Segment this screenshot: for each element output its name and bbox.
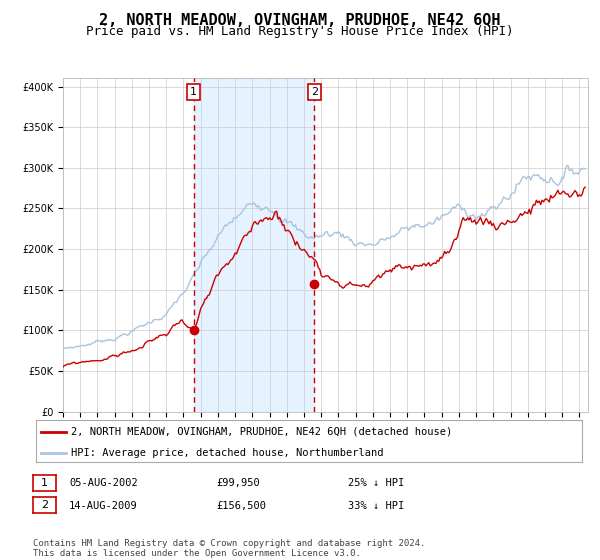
Text: 1: 1 <box>190 87 197 97</box>
Text: 2, NORTH MEADOW, OVINGHAM, PRUDHOE, NE42 6QH (detached house): 2, NORTH MEADOW, OVINGHAM, PRUDHOE, NE42… <box>71 427 453 437</box>
Text: Price paid vs. HM Land Registry's House Price Index (HPI): Price paid vs. HM Land Registry's House … <box>86 25 514 38</box>
Text: 2: 2 <box>311 87 318 97</box>
Text: Contains HM Land Registry data © Crown copyright and database right 2024.
This d: Contains HM Land Registry data © Crown c… <box>33 539 425 558</box>
Text: £156,500: £156,500 <box>216 501 266 511</box>
Text: £99,950: £99,950 <box>216 478 260 488</box>
Text: 2, NORTH MEADOW, OVINGHAM, PRUDHOE, NE42 6QH: 2, NORTH MEADOW, OVINGHAM, PRUDHOE, NE42… <box>99 13 501 28</box>
Text: 33% ↓ HPI: 33% ↓ HPI <box>348 501 404 511</box>
Text: HPI: Average price, detached house, Northumberland: HPI: Average price, detached house, Nort… <box>71 448 384 458</box>
Text: 05-AUG-2002: 05-AUG-2002 <box>69 478 138 488</box>
Text: 25% ↓ HPI: 25% ↓ HPI <box>348 478 404 488</box>
Bar <box>194 78 314 412</box>
Text: 2: 2 <box>41 500 48 510</box>
Text: 14-AUG-2009: 14-AUG-2009 <box>69 501 138 511</box>
Text: 1: 1 <box>41 478 48 488</box>
